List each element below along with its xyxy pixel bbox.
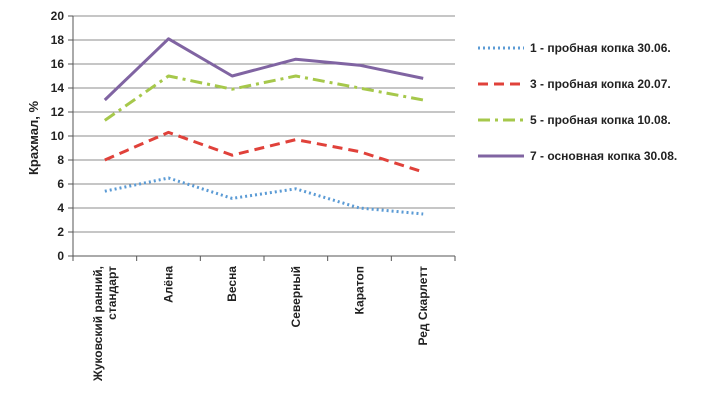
- x-tick-label: Весна: [225, 266, 239, 302]
- legend-label: 1 - пробная копка 30.06.: [530, 41, 671, 55]
- x-tick-label: Северный: [289, 266, 303, 327]
- y-tick-label: 20: [51, 9, 65, 23]
- x-tick-labels: Жуковский ранний, стандарт Алёна Весна Север…: [91, 266, 430, 382]
- x-tick-label: стандарт: [105, 266, 119, 320]
- y-tick-label: 2: [57, 225, 64, 239]
- y-tick-label: 8: [57, 153, 64, 167]
- legend: 1 - пробная копка 30.06. 3 - пробная копк…: [478, 41, 677, 163]
- series-line-3: [103, 74, 424, 122]
- legend-label: 7 - основная копка 30.08.: [530, 149, 677, 163]
- series-lines: [103, 37, 424, 216]
- y-tick-label: 10: [51, 129, 65, 143]
- series-line-2: [104, 130, 424, 174]
- y-tick-label: 6: [57, 177, 64, 191]
- legend-label: 3 - пробная копка 20.07.: [530, 77, 671, 91]
- y-axis-label: Крахмал, %: [26, 101, 41, 175]
- y-tick-labels: 0 2 4 6 8 10 12 14 16 18 20: [51, 9, 65, 263]
- y-tick-label: 4: [57, 201, 64, 215]
- series-line-4: [103, 37, 424, 102]
- x-tick-label: Жуковский ранний,: [91, 266, 105, 382]
- x-tick-label: Каратоп: [353, 266, 367, 314]
- x-tick-label: Алёна: [162, 266, 176, 303]
- legend-label: 5 - пробная копка 10.08.: [530, 113, 671, 127]
- y-tick-label: 18: [51, 33, 65, 47]
- y-tick-label: 12: [51, 105, 65, 119]
- x-tick-label: Ред Скарлетт: [416, 266, 430, 346]
- y-tick-label: 14: [51, 81, 65, 95]
- y-tick-label: 0: [57, 249, 64, 263]
- y-tick-label: 16: [51, 57, 65, 71]
- gridlines: [73, 15, 455, 233]
- series-line-1: [104, 176, 424, 216]
- axes: [68, 15, 456, 261]
